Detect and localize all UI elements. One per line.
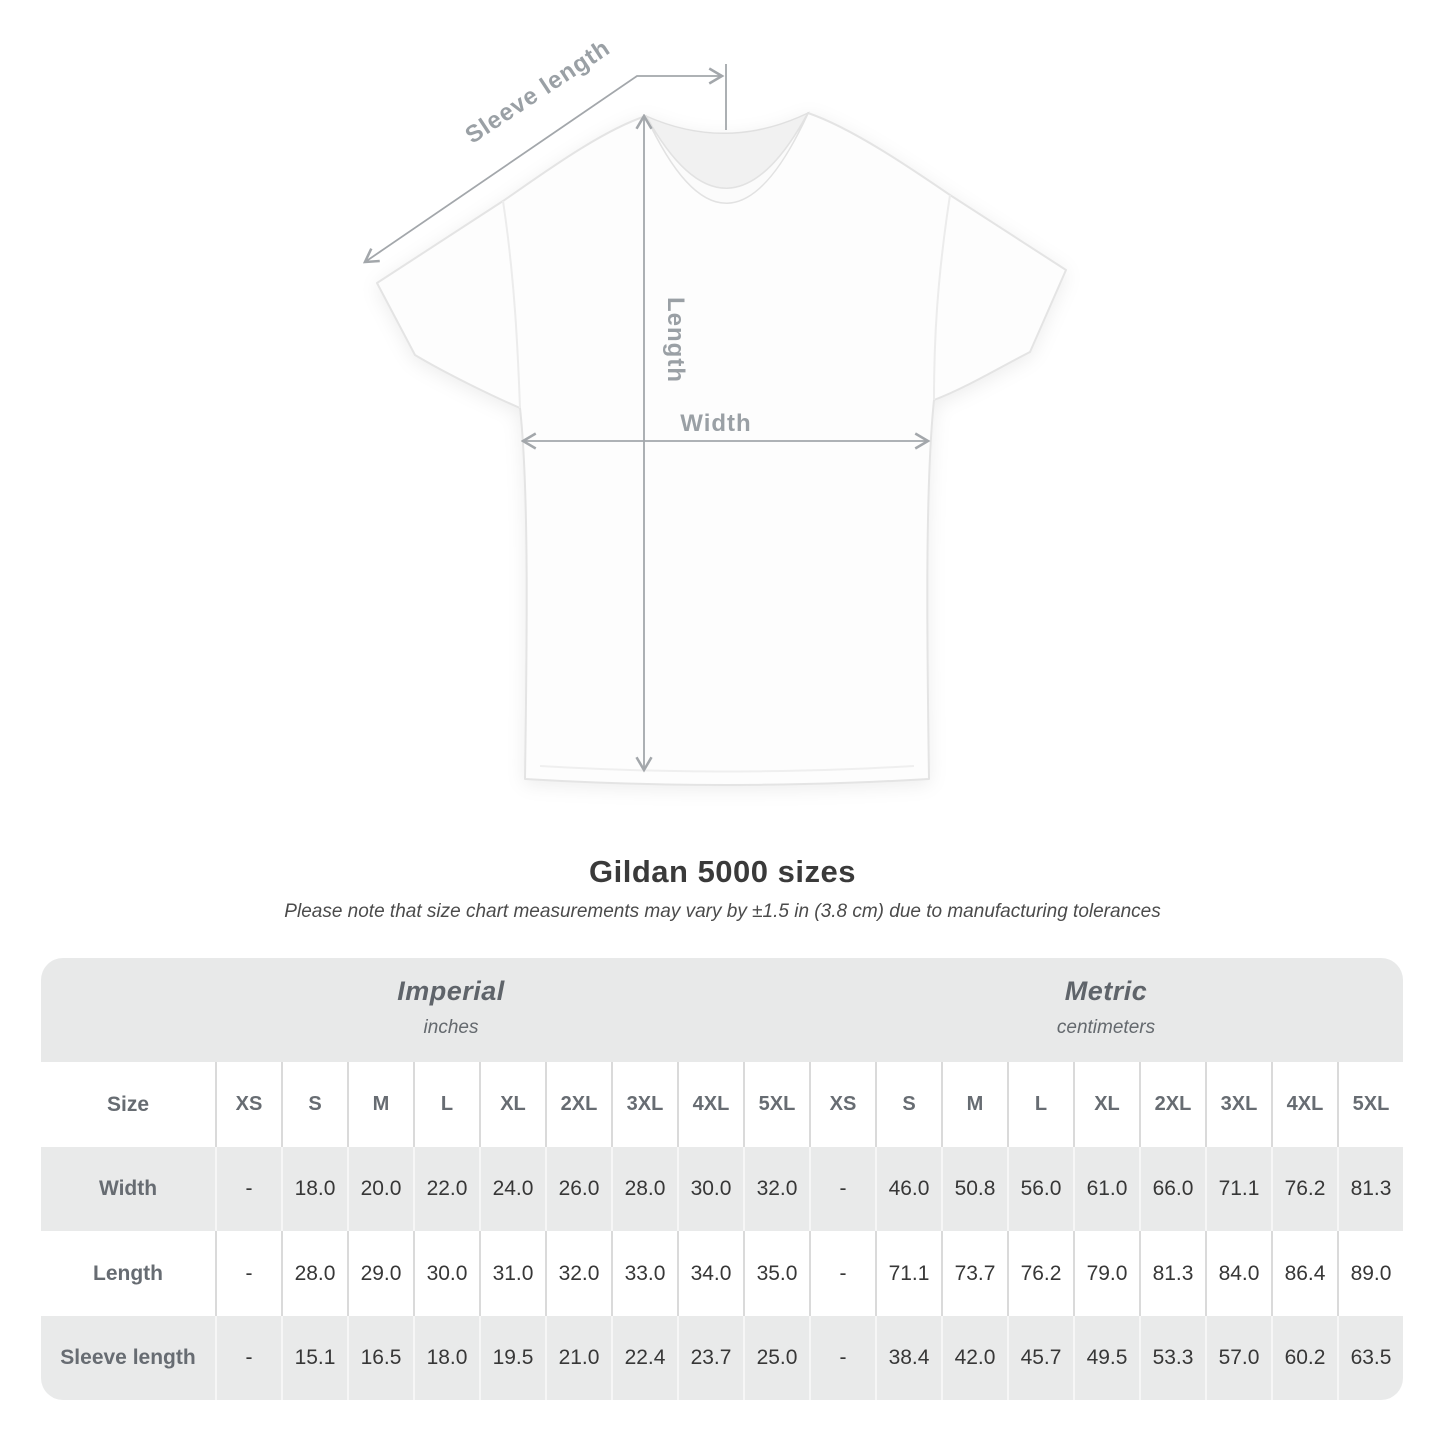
imperial-value-cell: 21.0 xyxy=(545,1316,611,1400)
metric-value-cell: 81.3 xyxy=(1139,1231,1205,1316)
imperial-value-cell: 34.0 xyxy=(677,1231,743,1316)
metric-heading: Metric xyxy=(1064,976,1148,1006)
imperial-value-cell: 32.0 xyxy=(743,1147,809,1231)
metric-value-cell: 46.0 xyxy=(875,1147,941,1231)
metric-size-col-header: 2XL xyxy=(1139,1062,1205,1147)
metric-size-col-header: 5XL xyxy=(1337,1062,1403,1147)
imperial-size-col-header: XL xyxy=(479,1062,545,1147)
imperial-size-col-header: 4XL xyxy=(677,1062,743,1147)
metric-value-cell: 60.2 xyxy=(1271,1316,1337,1400)
metric-unit: centimeters xyxy=(1056,1017,1156,1038)
metric-value-cell: 89.0 xyxy=(1337,1231,1403,1316)
imperial-value-cell: 18.0 xyxy=(281,1147,347,1231)
page-title: Gildan 5000 sizes xyxy=(589,854,856,889)
metric-value-cell: 42.0 xyxy=(941,1316,1007,1400)
dimension-lines xyxy=(365,64,928,770)
imperial-unit: inches xyxy=(423,1017,479,1038)
imperial-size-col-header: 2XL xyxy=(545,1062,611,1147)
tolerance-note: Please note that size chart measurements… xyxy=(284,901,1161,922)
imperial-size-col-header: S xyxy=(281,1062,347,1147)
imperial-value-cell: 22.4 xyxy=(611,1316,677,1400)
imperial-size-col-header: 3XL xyxy=(611,1062,677,1147)
metric-value-cell: 38.4 xyxy=(875,1316,941,1400)
metric-value-cell: 79.0 xyxy=(1073,1231,1139,1316)
imperial-value-cell: 20.0 xyxy=(347,1147,413,1231)
metric-value-cell: 45.7 xyxy=(1007,1316,1073,1400)
metric-value-cell: 49.5 xyxy=(1073,1316,1139,1400)
metric-size-col-header: M xyxy=(941,1062,1007,1147)
row-label: Length xyxy=(41,1231,215,1316)
metric-size-col-header: XL xyxy=(1073,1062,1139,1147)
metric-size-col-header: 4XL xyxy=(1271,1062,1337,1147)
row-label: Sleeve length xyxy=(41,1316,215,1400)
imperial-value-cell: 28.0 xyxy=(611,1147,677,1231)
metric-value-cell: 61.0 xyxy=(1073,1147,1139,1231)
metric-size-col-header: L xyxy=(1007,1062,1073,1147)
metric-value-cell: 76.2 xyxy=(1271,1147,1337,1231)
units-band: Imperial inches Metric centimeters xyxy=(41,958,1403,1062)
size-table: Imperial inches Metric centimeters Size X… xyxy=(41,958,1403,1400)
metric-value-cell: - xyxy=(809,1147,875,1231)
imperial-value-cell: - xyxy=(215,1231,281,1316)
tshirt-illustration xyxy=(376,111,1067,786)
sleeve-length-arrow xyxy=(365,76,722,262)
tshirt-diagram: Sleeve length Length Width xyxy=(0,34,1067,786)
imperial-value-cell: 35.0 xyxy=(743,1231,809,1316)
width-label: Width xyxy=(680,410,751,437)
metric-size-col-header: 3XL xyxy=(1205,1062,1271,1147)
imperial-value-cell: 19.5 xyxy=(479,1316,545,1400)
length-label: Length xyxy=(662,297,689,383)
imperial-size-col-header: XS xyxy=(215,1062,281,1147)
metric-value-cell: 53.3 xyxy=(1139,1316,1205,1400)
sleeve-length-label: Sleeve length xyxy=(460,34,615,149)
imperial-value-cell: 24.0 xyxy=(479,1147,545,1231)
metric-value-cell: 71.1 xyxy=(875,1231,941,1316)
metric-value-cell: 73.7 xyxy=(941,1231,1007,1316)
metric-value-cell: 50.8 xyxy=(941,1147,1007,1231)
imperial-value-cell: - xyxy=(215,1147,281,1231)
metric-value-cell: 56.0 xyxy=(1007,1147,1073,1231)
imperial-value-cell: - xyxy=(215,1316,281,1400)
imperial-value-cell: 29.0 xyxy=(347,1231,413,1316)
metric-size-col-header: S xyxy=(875,1062,941,1147)
metric-value-cell: 66.0 xyxy=(1139,1147,1205,1231)
imperial-value-cell: 25.0 xyxy=(743,1316,809,1400)
metric-value-cell: 84.0 xyxy=(1205,1231,1271,1316)
metric-value-cell: 76.2 xyxy=(1007,1231,1073,1316)
metric-value-cell: - xyxy=(809,1231,875,1316)
imperial-heading: Imperial xyxy=(397,976,505,1006)
imperial-value-cell: 15.1 xyxy=(281,1316,347,1400)
imperial-unit-group: Imperial inches xyxy=(397,976,505,1039)
imperial-value-cell: 16.5 xyxy=(347,1316,413,1400)
metric-size-col-header: XS xyxy=(809,1062,875,1147)
imperial-value-cell: 31.0 xyxy=(479,1231,545,1316)
imperial-value-cell: 32.0 xyxy=(545,1231,611,1316)
imperial-value-cell: 22.0 xyxy=(413,1147,479,1231)
imperial-value-cell: 28.0 xyxy=(281,1231,347,1316)
imperial-value-cell: 30.0 xyxy=(677,1147,743,1231)
imperial-value-cell: 18.0 xyxy=(413,1316,479,1400)
imperial-value-cell: 33.0 xyxy=(611,1231,677,1316)
metric-value-cell: 86.4 xyxy=(1271,1231,1337,1316)
size-header: Size xyxy=(41,1062,215,1147)
metric-unit-group: Metric centimeters xyxy=(1057,976,1155,1039)
imperial-size-col-header: M xyxy=(347,1062,413,1147)
row-label: Width xyxy=(41,1147,215,1231)
metric-value-cell: 71.1 xyxy=(1205,1147,1271,1231)
imperial-value-cell: 30.0 xyxy=(413,1231,479,1316)
imperial-value-cell: 26.0 xyxy=(545,1147,611,1231)
metric-value-cell: 81.3 xyxy=(1337,1147,1403,1231)
metric-value-cell: 63.5 xyxy=(1337,1316,1403,1400)
imperial-size-col-header: 5XL xyxy=(743,1062,809,1147)
imperial-value-cell: 23.7 xyxy=(677,1316,743,1400)
imperial-size-col-header: L xyxy=(413,1062,479,1147)
metric-value-cell: - xyxy=(809,1316,875,1400)
metric-value-cell: 57.0 xyxy=(1205,1316,1271,1400)
